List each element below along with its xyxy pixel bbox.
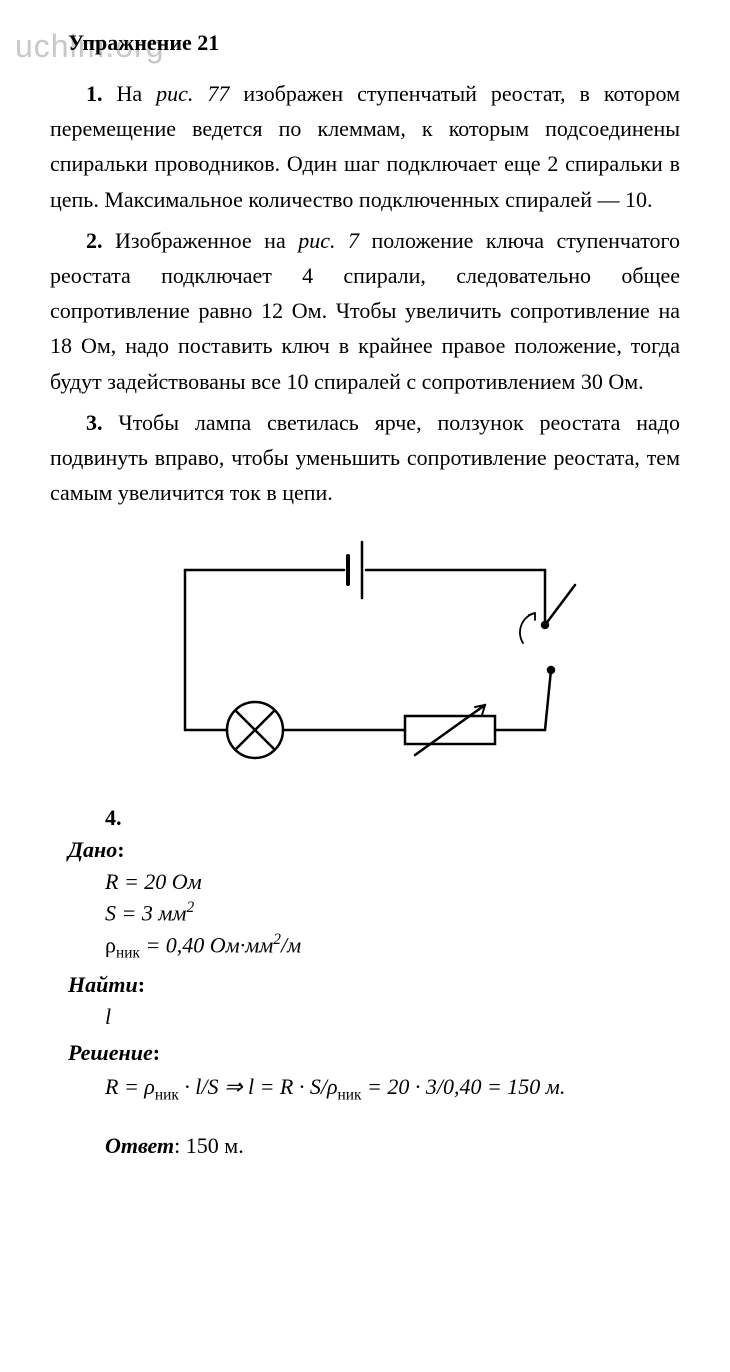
p2-number: 2. — [86, 228, 103, 253]
given-label: Дано: — [68, 837, 680, 863]
paragraph-1: 1. На рис. 77 изображен ступенчатый реос… — [50, 76, 680, 217]
p3-text: Чтобы лампа светилась ярче, ползунок рео… — [50, 410, 680, 505]
circuit-diagram-container — [50, 540, 680, 780]
document-content: Упражнение 21 1. На рис. 77 изображен ст… — [50, 30, 680, 1159]
given-s: S = 3 мм2 — [105, 899, 680, 926]
paragraph-2: 2. Изображенное на рис. 7 положение клю­… — [50, 223, 680, 399]
p2-figure-ref: рис. 7 — [298, 228, 359, 253]
answer: Ответ: 150 м. — [105, 1133, 680, 1159]
given-rho: ρник = 0,40 Ом·мм2/м — [105, 931, 680, 963]
p2-text-pre: Изображенное на — [103, 228, 299, 253]
exercise-title: Упражнение 21 — [68, 30, 680, 56]
p4-number: 4. — [105, 805, 680, 831]
find-label: Найти: — [68, 972, 680, 998]
solution-formula: R = ρник · l/S ⇒ l = R · S/ρник = 20 · 3… — [105, 1074, 680, 1104]
given-r: R = 20 Ом — [105, 869, 680, 895]
p1-number: 1. — [86, 81, 103, 106]
solution-label: Решение: — [68, 1040, 680, 1066]
problem-4: 4. Дано: R = 20 Ом S = 3 мм2 ρник = 0,40… — [50, 805, 680, 1158]
find-var: l — [105, 1004, 680, 1030]
p1-text-pre: На — [103, 81, 157, 106]
p3-number: 3. — [86, 410, 103, 435]
paragraph-3: 3. Чтобы лампа светилась ярче, ползунок … — [50, 405, 680, 511]
circuit-diagram — [145, 540, 585, 780]
p1-figure-ref: рис. 77 — [156, 81, 229, 106]
